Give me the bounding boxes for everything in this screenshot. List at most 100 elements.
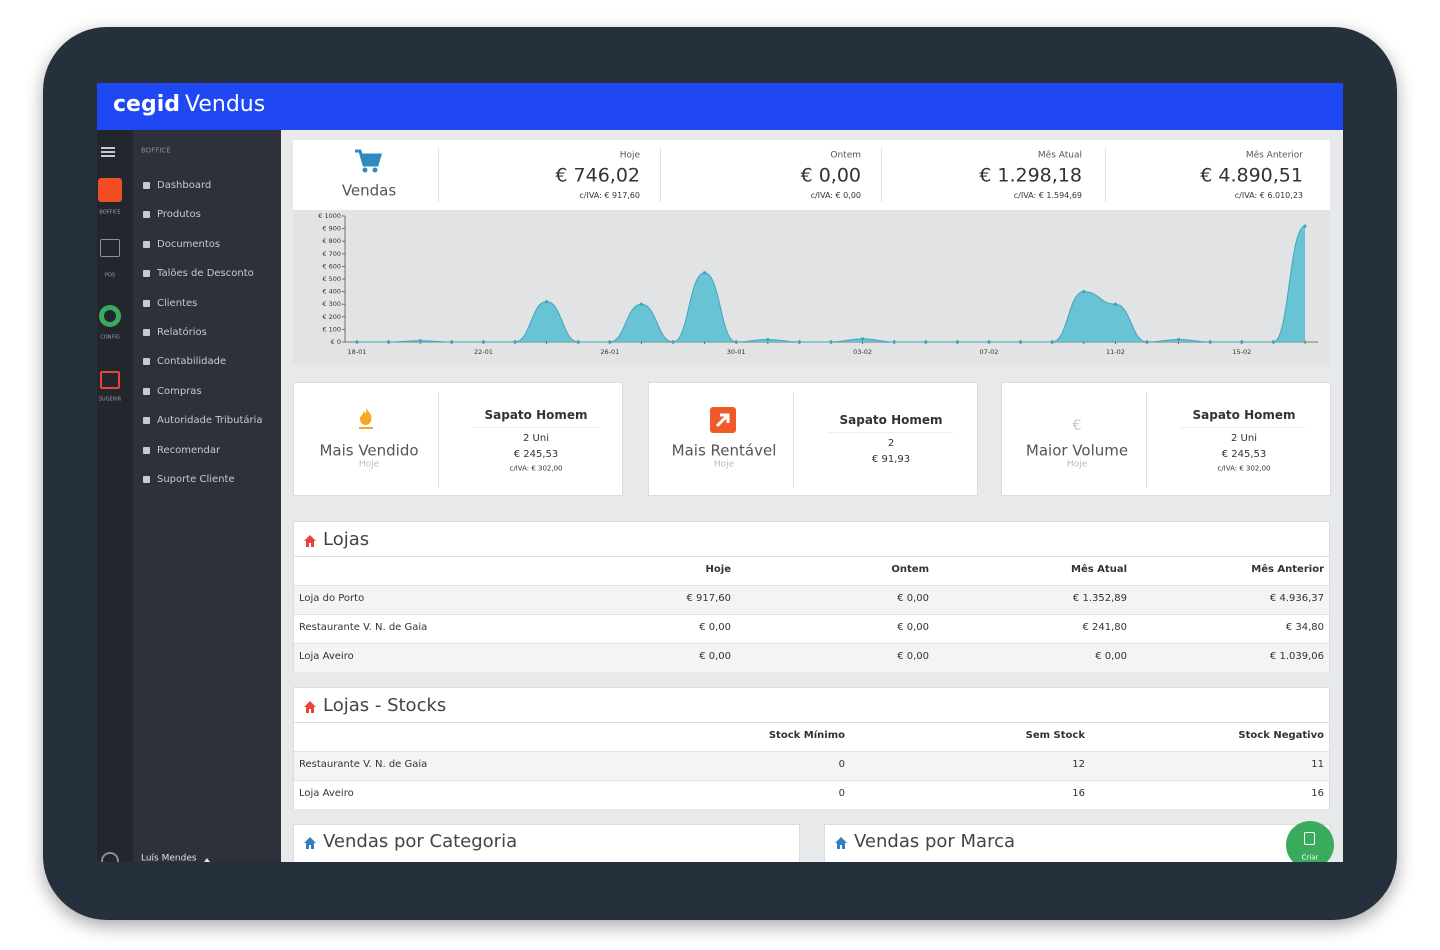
hamburger-line [101,155,115,157]
brand: cegid [113,92,180,117]
house-icon [303,699,317,713]
app-icon-boffice[interactable] [98,178,122,202]
table-rule [293,722,1330,723]
menu-item[interactable]: Produtos [157,209,201,221]
menu-icon [143,387,150,395]
cell: € 0,00 [897,651,929,662]
x-tick-label: 18-01 [348,348,367,356]
kpi-divider [881,148,882,202]
kpi-divider [1105,148,1106,202]
data-point [1050,340,1054,344]
highlight-card [1001,382,1331,496]
x-tick-label: 22-01 [474,348,493,356]
kpi-divider [438,148,439,202]
y-tick-label: € 100 [322,325,341,333]
column-header: Stock Negativo [1238,730,1324,741]
y-tick-label: € 500 [322,275,341,283]
cell: € 241,80 [1082,622,1127,633]
card-divider [793,392,794,488]
kpi-label: Mês Atual [1037,150,1082,161]
app-icon-config[interactable] [99,305,121,327]
cell: € 0,00 [699,622,731,633]
app-label[interactable]: SUGERIR [98,396,122,403]
menu-icon [143,417,150,425]
app-icon-gift[interactable] [100,371,120,389]
fab-label[interactable]: Criar [1301,853,1319,862]
kpi-vat: c/IVA: € 6.010,23 [1234,191,1303,200]
data-point [671,340,675,344]
card-product: Sapato Homem [839,413,943,427]
data-point [766,337,770,342]
fab[interactable] [1286,821,1334,862]
menu-item[interactable]: Clientes [157,297,198,309]
y-tick-label: € 0 [331,338,341,346]
x-tick-label: 26-01 [600,348,619,356]
app-label[interactable]: CONFIG [100,334,120,341]
table-rule [293,556,1330,557]
menu-item[interactable]: Relatórios [157,327,207,338]
menu-icon [143,329,150,336]
menu-item[interactable]: Documentos [157,238,221,250]
user-name[interactable]: Luís Mendes [141,853,197,862]
sales-chart: € 0 € 100 € 200 € 300 € 400 € 500 € 600 € 700 € … [318,212,1318,356]
cell: € 34,80 [1285,622,1324,633]
column-header: Stock Mínimo [768,730,845,741]
column-header: Mês Atual [1071,564,1127,575]
row-name: Loja Aveiro [299,788,354,799]
user-avatar [101,852,119,862]
house-icon [834,835,848,849]
data-point [1019,340,1023,344]
table-row [294,751,1329,780]
card-rule [1181,427,1306,428]
data-point [734,340,738,344]
menu-icon [143,476,150,483]
card-period: Hoje [358,459,380,470]
menu-item[interactable]: Compras [157,385,202,397]
menu-item[interactable]: Dashboard [157,180,212,191]
header-bar [97,83,1343,130]
table-row [294,780,1329,809]
table-row [294,614,1329,643]
kpi-vat: c/IVA: € 917,60 [579,191,640,200]
menu-item[interactable]: Autoridade Tributária [157,415,263,427]
card-value: € 91,93 [871,454,911,465]
data-point [1082,290,1086,294]
y-tick-label: € 900 [322,225,341,233]
row-name: Restaurante V. N. de Gaia [299,759,428,770]
app-label[interactable]: POS [104,272,116,279]
menu-item[interactable]: Recomendar [157,444,221,456]
menu-icon [143,211,150,219]
kpi-title: Vendas [341,181,397,200]
table-title: Lojas - Stocks [323,695,447,716]
app-icon-pos[interactable] [100,239,120,257]
fab-icon [1304,832,1315,845]
app-label[interactable]: BOFFICE [99,209,121,216]
menu-item[interactable]: Talões de Desconto [157,268,254,280]
menu-icon [143,446,150,454]
panel-title: Vendas por Categoria [323,831,518,852]
data-point [797,340,801,344]
y-tick-label: € 700 [322,250,341,258]
menu-item[interactable]: Suporte Cliente [157,474,235,485]
kpi-label: Hoje [619,150,640,161]
card-value: € 245,53 [1221,449,1267,460]
chart-area: € 0 € 100 € 200 € 300 € 400 € 500 € 600 € 700 € … [293,210,1330,365]
data-point [387,340,391,344]
kpi-label: Ontem [830,150,861,161]
row-name: Loja Aveiro [299,651,354,662]
product-name: Vendus [185,92,266,117]
card-title: Mais Rentável [671,441,777,460]
table-title: Lojas [323,529,370,550]
card-product: Sapato Homem [1192,408,1296,422]
card-vat: c/IVA: € 302,00 [1217,464,1271,473]
cell: 0 [838,788,845,799]
data-point [1303,224,1307,228]
cell: 16 [1072,788,1085,799]
panel-title: Vendas por Marca [854,831,1016,852]
data-point [608,340,612,344]
panel [824,824,1330,862]
menu-icon [143,240,150,248]
menu-item[interactable]: Contabilidade [157,356,227,368]
data-point [861,337,865,341]
card-period: Hoje [1066,459,1088,470]
